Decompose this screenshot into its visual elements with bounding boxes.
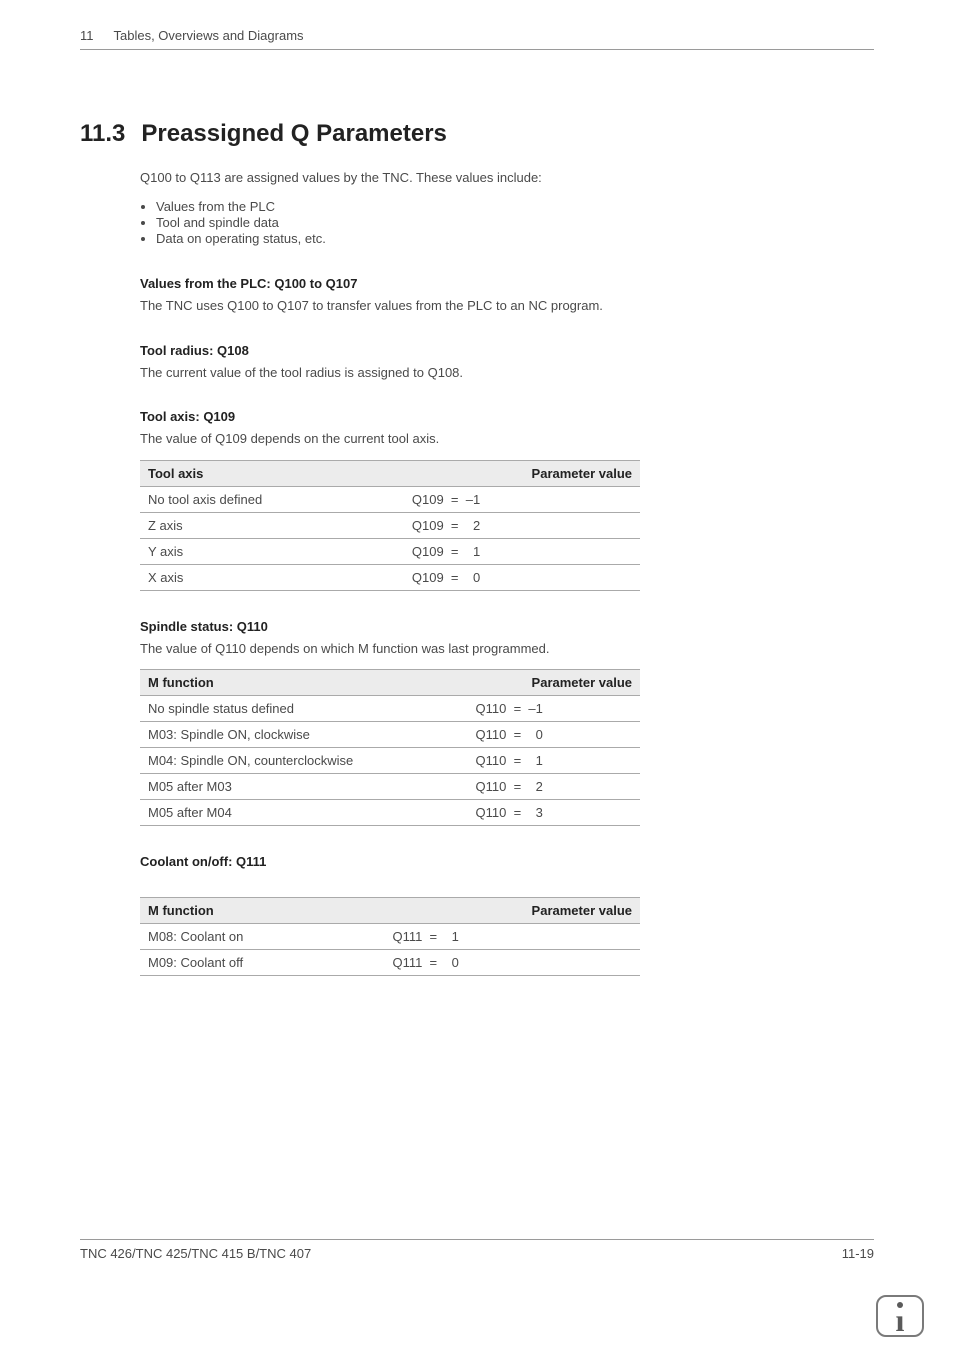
table-row: M09: Coolant off Q111 = 0 bbox=[140, 950, 640, 976]
subheading-coolant: Coolant on/off: Q111 bbox=[140, 854, 874, 869]
table-cell-value: Q109 = –1 bbox=[404, 486, 640, 512]
tool-axis-table: Tool axis Parameter value No tool axis d… bbox=[140, 460, 640, 591]
table-cell-label: M05 after M03 bbox=[140, 774, 468, 800]
list-item: Tool and spindle data bbox=[156, 215, 874, 230]
subheading-spindle: Spindle status: Q110 bbox=[140, 619, 874, 634]
page-footer: TNC 426/TNC 425/TNC 415 B/TNC 407 11-19 bbox=[80, 1239, 874, 1261]
table-cell-label: M09: Coolant off bbox=[140, 950, 384, 976]
section-heading: 11.3 Preassigned Q Parameters bbox=[80, 120, 874, 148]
table-cell-label: M03: Spindle ON, clockwise bbox=[140, 722, 468, 748]
table-cell-value: Q111 = 0 bbox=[384, 950, 640, 976]
list-item: Values from the PLC bbox=[156, 199, 874, 214]
spindle-table: M function Parameter value No spindle st… bbox=[140, 669, 640, 826]
list-item: Data on operating status, etc. bbox=[156, 231, 874, 246]
table-cell-label: Y axis bbox=[140, 538, 404, 564]
section-number: 11.3 bbox=[80, 120, 125, 148]
table-cell-value: Q109 = 2 bbox=[404, 512, 640, 538]
table-cell-label: No tool axis defined bbox=[140, 486, 404, 512]
info-icon: ı bbox=[876, 1295, 924, 1337]
table-col-header: Parameter value bbox=[404, 460, 640, 486]
table-row: No spindle status defined Q110 = –1 bbox=[140, 696, 640, 722]
table-cell-label: X axis bbox=[140, 564, 404, 590]
table-cell-value: Q111 = 1 bbox=[384, 924, 640, 950]
body-axis: The value of Q109 depends on the current… bbox=[140, 430, 874, 448]
table-cell-label: Z axis bbox=[140, 512, 404, 538]
page-header: 11 Tables, Overviews and Diagrams bbox=[80, 28, 874, 50]
subheading-plc: Values from the PLC: Q100 to Q107 bbox=[140, 276, 874, 291]
subheading-axis: Tool axis: Q109 bbox=[140, 409, 874, 424]
footer-left: TNC 426/TNC 425/TNC 415 B/TNC 407 bbox=[80, 1246, 311, 1261]
body-radius: The current value of the tool radius is … bbox=[140, 364, 874, 382]
subheading-radius: Tool radius: Q108 bbox=[140, 343, 874, 358]
table-cell-label: M05 after M04 bbox=[140, 800, 468, 826]
table-row: Y axis Q109 = 1 bbox=[140, 538, 640, 564]
table-cell-value: Q109 = 0 bbox=[404, 564, 640, 590]
table-cell-value: Q110 = 2 bbox=[468, 774, 640, 800]
table-cell-label: M04: Spindle ON, counterclockwise bbox=[140, 748, 468, 774]
table-col-header: Parameter value bbox=[468, 670, 640, 696]
table-col-header: Parameter value bbox=[384, 898, 640, 924]
table-row: M08: Coolant on Q111 = 1 bbox=[140, 924, 640, 950]
table-cell-value: Q110 = –1 bbox=[468, 696, 640, 722]
footer-page-number: 11-19 bbox=[842, 1246, 874, 1261]
table-row: Z axis Q109 = 2 bbox=[140, 512, 640, 538]
table-cell-value: Q110 = 1 bbox=[468, 748, 640, 774]
table-col-header: M function bbox=[140, 898, 384, 924]
table-row: M03: Spindle ON, clockwise Q110 = 0 bbox=[140, 722, 640, 748]
table-col-header: Tool axis bbox=[140, 460, 404, 486]
table-row: M05 after M03 Q110 = 2 bbox=[140, 774, 640, 800]
coolant-table: M function Parameter value M08: Coolant … bbox=[140, 897, 640, 976]
chapter-number: 11 bbox=[80, 28, 94, 43]
table-cell-value: Q109 = 1 bbox=[404, 538, 640, 564]
section-title: Preassigned Q Parameters bbox=[141, 120, 447, 148]
table-cell-value: Q110 = 3 bbox=[468, 800, 640, 826]
chapter-title: Tables, Overviews and Diagrams bbox=[114, 28, 304, 43]
table-cell-value: Q110 = 0 bbox=[468, 722, 640, 748]
body-plc: The TNC uses Q100 to Q107 to transfer va… bbox=[140, 297, 874, 315]
table-row: M04: Spindle ON, counterclockwise Q110 =… bbox=[140, 748, 640, 774]
table-col-header: M function bbox=[140, 670, 468, 696]
table-cell-label: No spindle status defined bbox=[140, 696, 468, 722]
table-cell-label: M08: Coolant on bbox=[140, 924, 384, 950]
table-row: X axis Q109 = 0 bbox=[140, 564, 640, 590]
table-row: No tool axis defined Q109 = –1 bbox=[140, 486, 640, 512]
body-spindle: The value of Q110 depends on which M fun… bbox=[140, 640, 874, 658]
section-intro: Q100 to Q113 are assigned values by the … bbox=[140, 170, 874, 185]
table-row: M05 after M04 Q110 = 3 bbox=[140, 800, 640, 826]
intro-bullets: Values from the PLC Tool and spindle dat… bbox=[140, 199, 874, 246]
